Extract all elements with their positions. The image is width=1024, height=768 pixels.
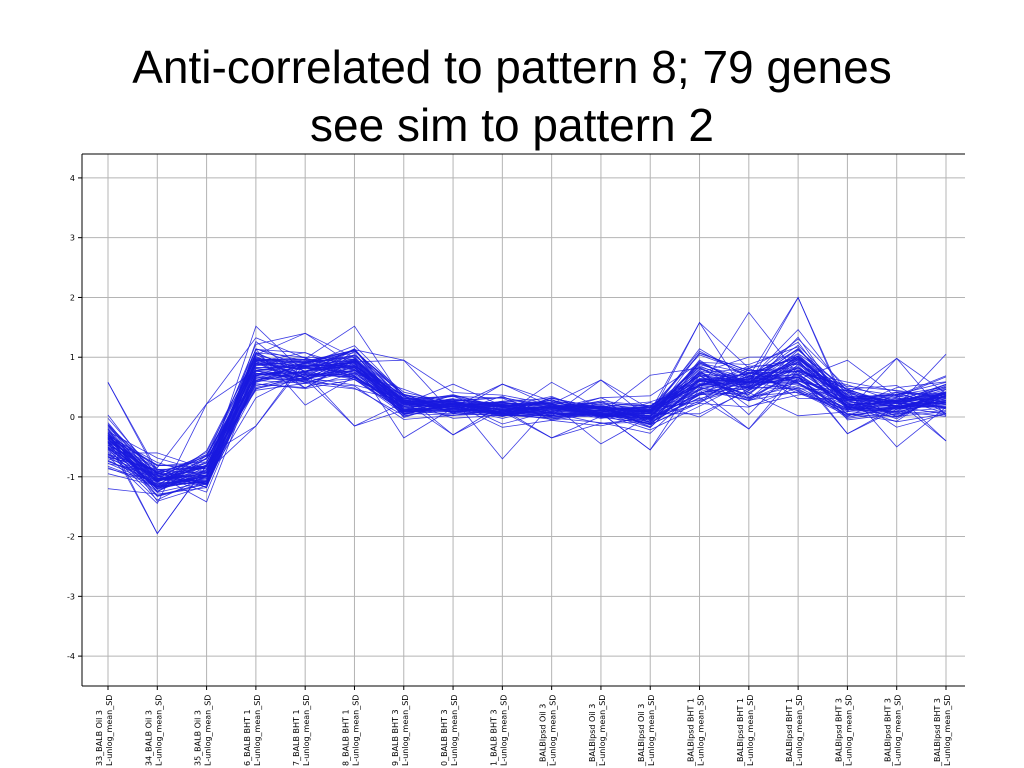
x-tick-label-line2: L-unlog_mean_SD (105, 695, 114, 766)
axes (78, 153, 965, 690)
x-tick-label-line1: 34_BALB Oil 3 (144, 710, 153, 766)
y-tick-label: 4 (70, 174, 75, 183)
y-tick-label: -2 (67, 533, 75, 542)
x-tick-label-line1: 33_BALB Oil 3 (95, 710, 104, 766)
x-tick-label: _BALBlpsd Oil 3 L-unlog_mean_SD (588, 695, 607, 767)
x-tick-label-line1: _BALBlpsd BHT 1 (687, 698, 696, 767)
x-tick-label: 1_BALB BHT 3 L-unlog_mean_SD (489, 695, 508, 766)
x-tick-label-line1: _BALBlpsd Oil 3 (637, 704, 646, 767)
x-tick-label-line1: _BALBlpsd Oil 3 (588, 704, 597, 767)
gene-profile-line (107, 366, 947, 493)
x-tick-label-line1: 35_BALB Oil 3 (194, 710, 203, 766)
x-tick-label: _BALBlpsd BHT 3 L-unlog_mean_SD (884, 695, 903, 767)
x-tick-label-line2: L-unlog_mean_SD (499, 695, 508, 766)
x-tick-label: 9_BALB BHT 3 L-unlog_mean_SD (391, 695, 410, 766)
x-tick-label-line2: L-unlog_mean_SD (351, 695, 360, 766)
x-tick-label-line2: L-unlog_mean_SD (697, 695, 706, 766)
x-tick-label-line2: L-unlog_mean_SD (894, 695, 903, 766)
x-tick-labels: 33_BALB Oil 3 L-unlog_mean_SD 34_BALB Oil … (95, 695, 952, 767)
x-tick-label: _BALBlpsd BHT 1 L-unlog_mean_SD (785, 695, 804, 767)
x-tick-label: 35_BALB Oil 3 L-unlog_mean_SD (194, 695, 213, 766)
gene-profile-line (107, 328, 947, 485)
x-tick-label-line1: 8_BALB BHT 1 (341, 709, 350, 766)
x-tick-label-line2: L-unlog_mean_SD (253, 695, 262, 766)
y-tick-label: 3 (70, 234, 75, 243)
y-tick-label: 2 (70, 293, 75, 302)
y-tick-label: -4 (67, 652, 75, 661)
x-tick-label-line2: L-unlog_mean_SD (795, 695, 804, 766)
x-tick-label: 6_BALB BHT 1 L-unlog_mean_SD (243, 695, 262, 766)
x-tick-label: 0_BALB BHT 3 L-unlog_mean_SD (440, 695, 459, 766)
x-tick-label-line1: _BALBlpsd Oil 3 (539, 704, 548, 767)
gene-profile-line (107, 357, 947, 486)
slide-title: Anti-correlated to pattern 8; 79 genes s… (0, 38, 1024, 154)
y-tick-label: -3 (67, 592, 75, 601)
gene-profile-line (107, 365, 947, 477)
x-tick-label: _BALBlpsd BHT 1 L-unlog_mean_SD (687, 695, 706, 767)
x-tick-label-line2: L-unlog_mean_SD (302, 695, 311, 766)
x-tick-label-line2: L-unlog_mean_SD (647, 695, 656, 766)
series-lines (107, 296, 947, 535)
x-tick-label-line1: _BALBlpsd BHT 3 (884, 698, 893, 767)
y-tick-label: 1 (70, 353, 75, 362)
gene-profile-line (107, 358, 947, 482)
x-tick-label: _BALBlpsd BHT 3 L-unlog_mean_SD (834, 695, 853, 767)
x-tick-label-line2: L-unlog_mean_SD (746, 695, 755, 766)
x-tick-label-line1: _BALBlpsd BHT 1 (736, 698, 745, 767)
x-tick-label-line1: 6_BALB BHT 1 (243, 709, 252, 766)
x-tick-label-line2: L-unlog_mean_SD (844, 695, 853, 766)
grid (82, 154, 965, 686)
x-tick-label-line2: L-unlog_mean_SD (549, 695, 558, 766)
x-tick-label-line1: 9_BALB BHT 3 (391, 709, 400, 766)
title-line-1: Anti-correlated to pattern 8; 79 genes (132, 41, 892, 93)
x-tick-label: 33_BALB Oil 3 L-unlog_mean_SD (95, 695, 114, 766)
y-tick-label: 0 (70, 413, 75, 422)
gene-profile-line (107, 348, 947, 485)
x-tick-label-line2: L-unlog_mean_SD (204, 695, 213, 766)
x-tick-label-line1: 1_BALB BHT 3 (489, 709, 498, 766)
x-tick-label-line1: _BALBlpsd BHT 3 (834, 698, 843, 767)
x-tick-label-line2: L-unlog_mean_SD (401, 695, 410, 766)
x-tick-label: _BALBlpsd BHT 1 L-unlog_mean_SD (736, 695, 755, 767)
x-tick-label: _BALBlpsd BHT 3 L-unlog_mean_SD (933, 695, 952, 767)
x-tick-label-line2: L-unlog_mean_SD (943, 695, 952, 766)
x-tick-label-line1: 7_BALB BHT 1 (292, 709, 301, 766)
x-tick-label-line2: L-unlog_mean_SD (450, 695, 459, 766)
x-tick-label: _BALBlpsd Oil 3 L-unlog_mean_SD (539, 695, 558, 767)
x-tick-label: 7_BALB BHT 1 L-unlog_mean_SD (292, 695, 311, 766)
gene-profile-line (107, 352, 947, 488)
x-tick-label-line1: 0_BALB BHT 3 (440, 709, 449, 766)
gene-profile-line (107, 357, 947, 492)
gene-profile-line (107, 361, 947, 481)
x-tick-label: 8_BALB BHT 1 L-unlog_mean_SD (341, 695, 360, 766)
y-tick-labels: 4 3 2 1 0 -1 -2 -3 -4 (67, 174, 75, 661)
x-tick-label-line1: _BALBlpsd BHT 1 (785, 698, 794, 767)
y-tick-label: -1 (67, 473, 75, 482)
x-tick-label: 34_BALB Oil 3 L-unlog_mean_SD (144, 695, 163, 766)
x-tick-label-line2: L-unlog_mean_SD (598, 695, 607, 766)
x-tick-label-line1: _BALBlpsd BHT 3 (933, 698, 942, 767)
x-tick-label: _BALBlpsd Oil 3 L-unlog_mean_SD (637, 695, 656, 767)
x-tick-label-line2: L-unlog_mean_SD (154, 695, 163, 766)
gene-profile-line (107, 359, 947, 482)
title-line-2: see sim to pattern 2 (310, 99, 714, 151)
